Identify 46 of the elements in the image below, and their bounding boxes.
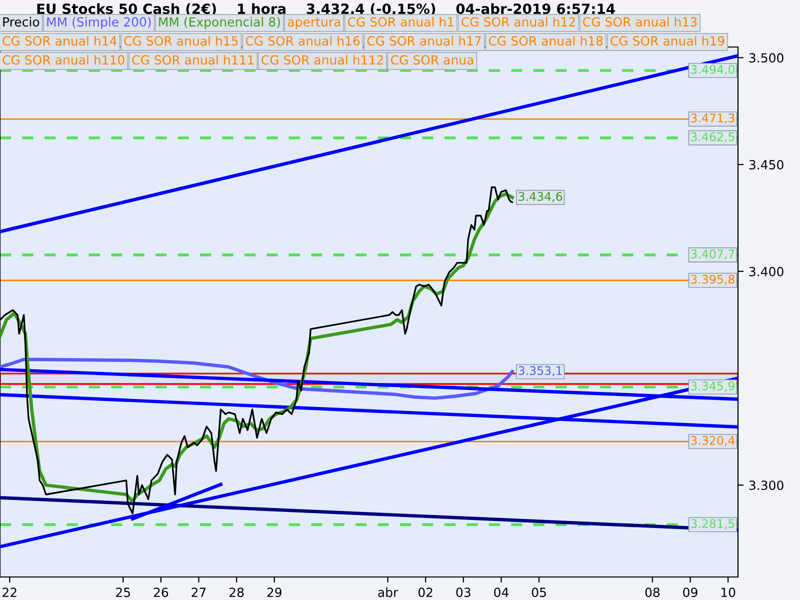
x-tick-label: 05	[532, 588, 546, 598]
annotation: CG SOR anual h111	[132, 54, 254, 65]
x-tick-label: 27	[192, 588, 206, 597]
ref-line-label: 3.395,8	[691, 274, 734, 285]
ref-line-label: 3.345,9	[691, 382, 734, 392]
x-tick-label: abr	[378, 587, 398, 598]
text: CG SOR anual h16	[246, 36, 360, 46]
data-label: 3.353,1	[518, 366, 562, 376]
x-tick-label: 09	[683, 588, 698, 598]
x-tick-label: 08	[645, 588, 660, 598]
ref-line-label: 3.281,5	[691, 519, 734, 530]
text: CG SOR anual h18	[488, 36, 603, 46]
ref-line-label: 3.494,0	[691, 65, 734, 76]
y-tick-label: 3.400	[749, 266, 784, 276]
x-tick-label: 03	[456, 588, 470, 598]
y-tick-label: 3.500	[749, 53, 784, 63]
x-tick-label: 04	[494, 588, 508, 598]
text: Precio	[3, 16, 40, 27]
x-tick-label: 28	[230, 588, 244, 598]
x-tick-label: 22	[2, 588, 16, 597]
text: CG SOR anual h12	[462, 16, 575, 27]
text: CG SOR anual h17	[367, 36, 481, 46]
text: CG SOR anual h15	[124, 36, 238, 46]
text: apertura	[288, 18, 340, 30]
text: CG SOR anual h1	[348, 16, 454, 27]
text: CG SOR anual h19	[610, 36, 724, 46]
y-tick-label: 3.450	[749, 160, 784, 170]
x-tick-label: 02	[418, 588, 432, 598]
ref-line-label: 3.407,7	[691, 249, 734, 260]
text: MM (Exponencial 8)	[159, 16, 280, 30]
text: MM (Simple 200)	[47, 16, 151, 30]
x-tick-label: 25	[116, 588, 130, 598]
y-tick-label: 3.300	[749, 480, 784, 490]
x-tick-label: 10	[721, 588, 736, 598]
annotation: CG SOR anual h110	[2, 54, 124, 65]
data-label: 3.434,6	[518, 192, 562, 202]
text: CG SOR anual h13	[583, 16, 697, 27]
ref-line-label: 3.320,4	[691, 436, 735, 446]
chart-title: EU Stocks 50 Cash (2€) 1 hora 3.432,4 (-0,15%) 04-abr-2019 6:57:14	[37, 3, 615, 16]
annotation: CG SOR anua	[390, 55, 474, 65]
x-tick-label: 29	[267, 588, 282, 598]
ref-line-label: 3.462,5	[691, 132, 734, 142]
x-tick-label: 26	[154, 588, 168, 598]
annotation: CG SOR anual h112	[262, 54, 383, 65]
ref-line-label: 3.471,3	[691, 114, 734, 124]
text: CG SOR anual h14	[2, 36, 117, 46]
